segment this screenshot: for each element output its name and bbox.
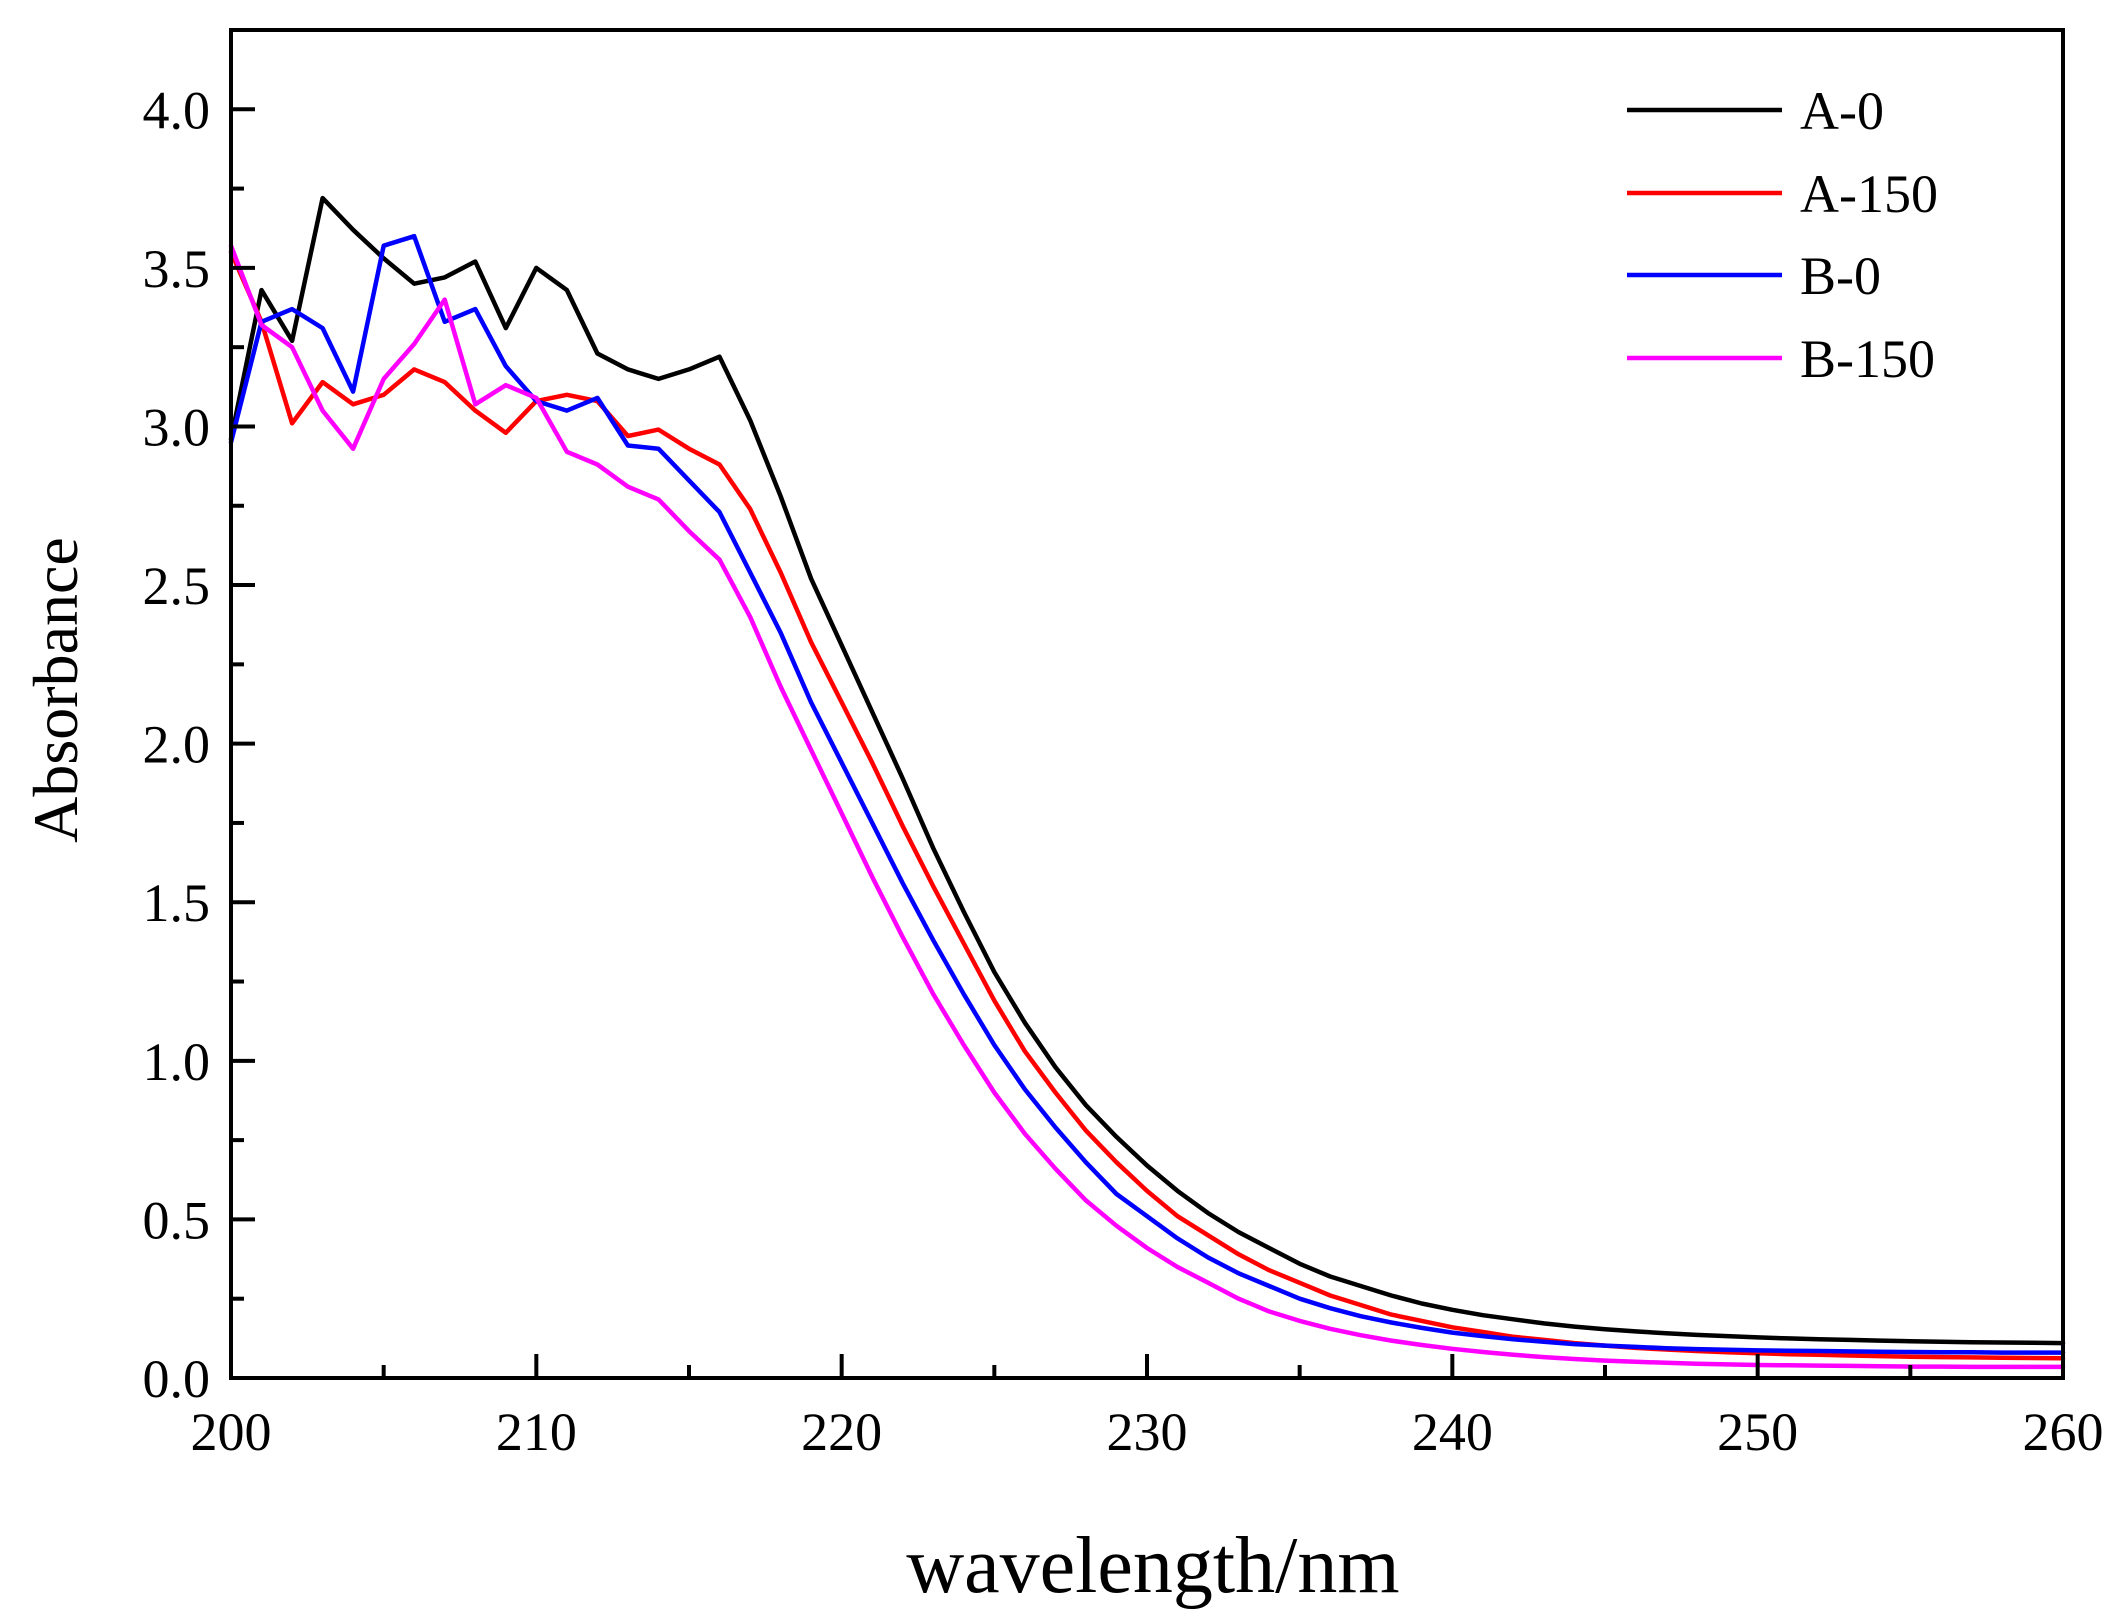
y-tick-label: 3.5	[143, 239, 211, 299]
y-tick-label: 3.0	[143, 397, 211, 457]
x-tick-label: 210	[496, 1402, 577, 1462]
y-tick-label: 4.0	[143, 80, 211, 140]
legend-label-b-0: B-0	[1800, 246, 1881, 306]
x-tick-label: 220	[801, 1402, 882, 1462]
y-tick-label: 1.0	[143, 1032, 211, 1092]
legend-label-a-0: A-0	[1800, 81, 1884, 141]
axis-layer: 200 210 220 230 240 250 260 0.0 0.5 1.0 1.5 2.0 2.5 3…	[143, 28, 2104, 1462]
x-tick-label: 200	[191, 1402, 272, 1462]
y-axis-title: Absorbance	[20, 537, 91, 843]
x-tick-label: 250	[1717, 1402, 1798, 1462]
y-tick-label: 0.0	[143, 1349, 211, 1409]
legend-label-b-150: B-150	[1800, 329, 1935, 389]
y-tick-label: 2.5	[143, 556, 211, 616]
x-axis-title: wavelength/nm	[906, 1522, 1399, 1610]
series-line-a-0	[228, 195, 2066, 1346]
y-tick-label: 1.5	[143, 873, 211, 933]
y-tick-label: 2.0	[143, 715, 211, 775]
y-tick-label: 0.5	[143, 1190, 211, 1250]
series-layer	[228, 195, 2066, 1370]
x-tick-label: 230	[1107, 1402, 1188, 1462]
legend: A-0 A-150 B-0 B-150	[1627, 81, 1938, 389]
x-tick-label: 260	[2023, 1402, 2104, 1462]
x-tick-label: 240	[1412, 1402, 1493, 1462]
legend-label-a-150: A-150	[1800, 164, 1938, 224]
